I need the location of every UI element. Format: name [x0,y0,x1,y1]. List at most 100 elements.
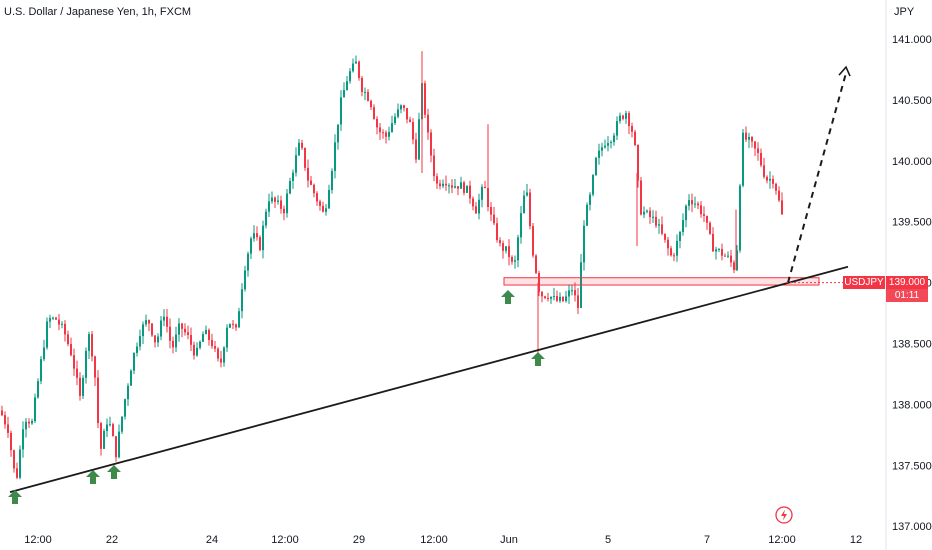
y-tick-label: 139.500 [892,217,932,229]
candle-body [499,240,501,244]
x-tick-label: 22 [106,534,118,546]
candle-body [691,200,693,205]
candle-body [772,178,774,184]
candle-body [151,323,153,336]
candle-body [175,334,177,348]
candle-body [712,233,714,252]
candle-body [718,248,720,250]
candle-body [22,429,24,450]
candle-body [727,255,729,257]
candle-body [643,211,645,215]
candle-body [670,248,672,256]
candle-body [361,78,363,93]
candle-body [202,334,204,342]
candle-body [550,296,552,299]
candle-body [58,319,60,325]
candle-body [229,323,231,328]
candle-body [415,139,417,160]
candle-body [403,105,405,109]
candle-body [664,233,666,240]
candle-body [661,224,663,234]
y-tick-label: 137.000 [892,521,932,533]
trendline[interactable] [9,265,849,493]
candle-body [412,122,414,140]
candle-body [28,421,30,424]
candle-body [577,295,579,308]
candle-body [694,203,696,205]
candle-body [220,358,222,363]
candle-body [688,200,690,206]
candle-body [652,216,654,218]
candle-body [778,190,780,201]
candle-body [781,200,783,215]
candle-body [7,424,9,433]
candle-body [673,255,675,257]
candle-body [502,243,504,251]
candle-body [367,91,369,101]
candle-body [169,326,171,341]
projection-line[interactable] [787,72,847,283]
candle-body [31,420,33,424]
candle-body [547,297,549,299]
candle-body [685,205,687,221]
candle-body [247,253,249,271]
candle-body [97,377,99,424]
candle-body [262,225,264,251]
candle-body [373,107,375,119]
candle-body [646,210,648,212]
candle-body [343,90,345,98]
time-axis[interactable]: 12:00 22 24 12:00 29 12:00 Jun 5 7 12:00 12 [24,534,862,546]
candle-body [40,359,42,382]
support-zone[interactable] [503,277,820,286]
candle-body [505,246,507,251]
candle-body [622,115,624,119]
candle-body [565,296,567,302]
candle-body [82,377,84,396]
candle-body [757,148,759,153]
candle-body [121,416,123,432]
candle-body [34,397,36,421]
candle-body [697,203,699,206]
tradingview-logo-icon[interactable] [775,506,793,524]
candle-body [535,255,537,273]
candle-body [304,147,306,168]
candle-body [445,183,447,186]
candle-body [115,436,117,458]
candle-body [766,176,768,181]
candle-body [46,321,48,348]
candle-body [271,197,273,202]
countdown-badge: 01:11 [886,289,928,302]
x-tick-label: 24 [206,534,218,546]
x-tick-label: 12 [850,534,862,546]
candle-body [355,61,357,64]
candle-body [490,207,492,215]
candle-body [379,127,381,133]
candle-body [337,124,339,143]
candle-body [10,432,12,451]
up-arrow-icon [86,470,100,484]
candle-body [391,123,393,132]
candle-body [223,347,225,363]
candle-body [130,370,132,386]
candle-body [277,200,279,202]
candle-body [1,410,3,416]
candle-body [91,334,93,357]
candle-body [4,415,6,425]
candle-body [679,232,681,241]
candle-body [418,119,420,160]
candle-body [508,246,510,258]
x-tick-label: 7 [704,534,710,546]
candle-body [748,137,750,140]
candle-body [280,200,282,209]
candle-body [406,108,408,120]
candle-body [301,142,303,148]
candle-body [205,329,207,335]
projection-arrowhead-icon [838,65,851,77]
candle-body [433,155,435,177]
candle-body [49,318,51,322]
candle-body [559,296,561,301]
candle-body [16,468,18,478]
candle-body [136,346,138,353]
candle-body [193,344,195,356]
